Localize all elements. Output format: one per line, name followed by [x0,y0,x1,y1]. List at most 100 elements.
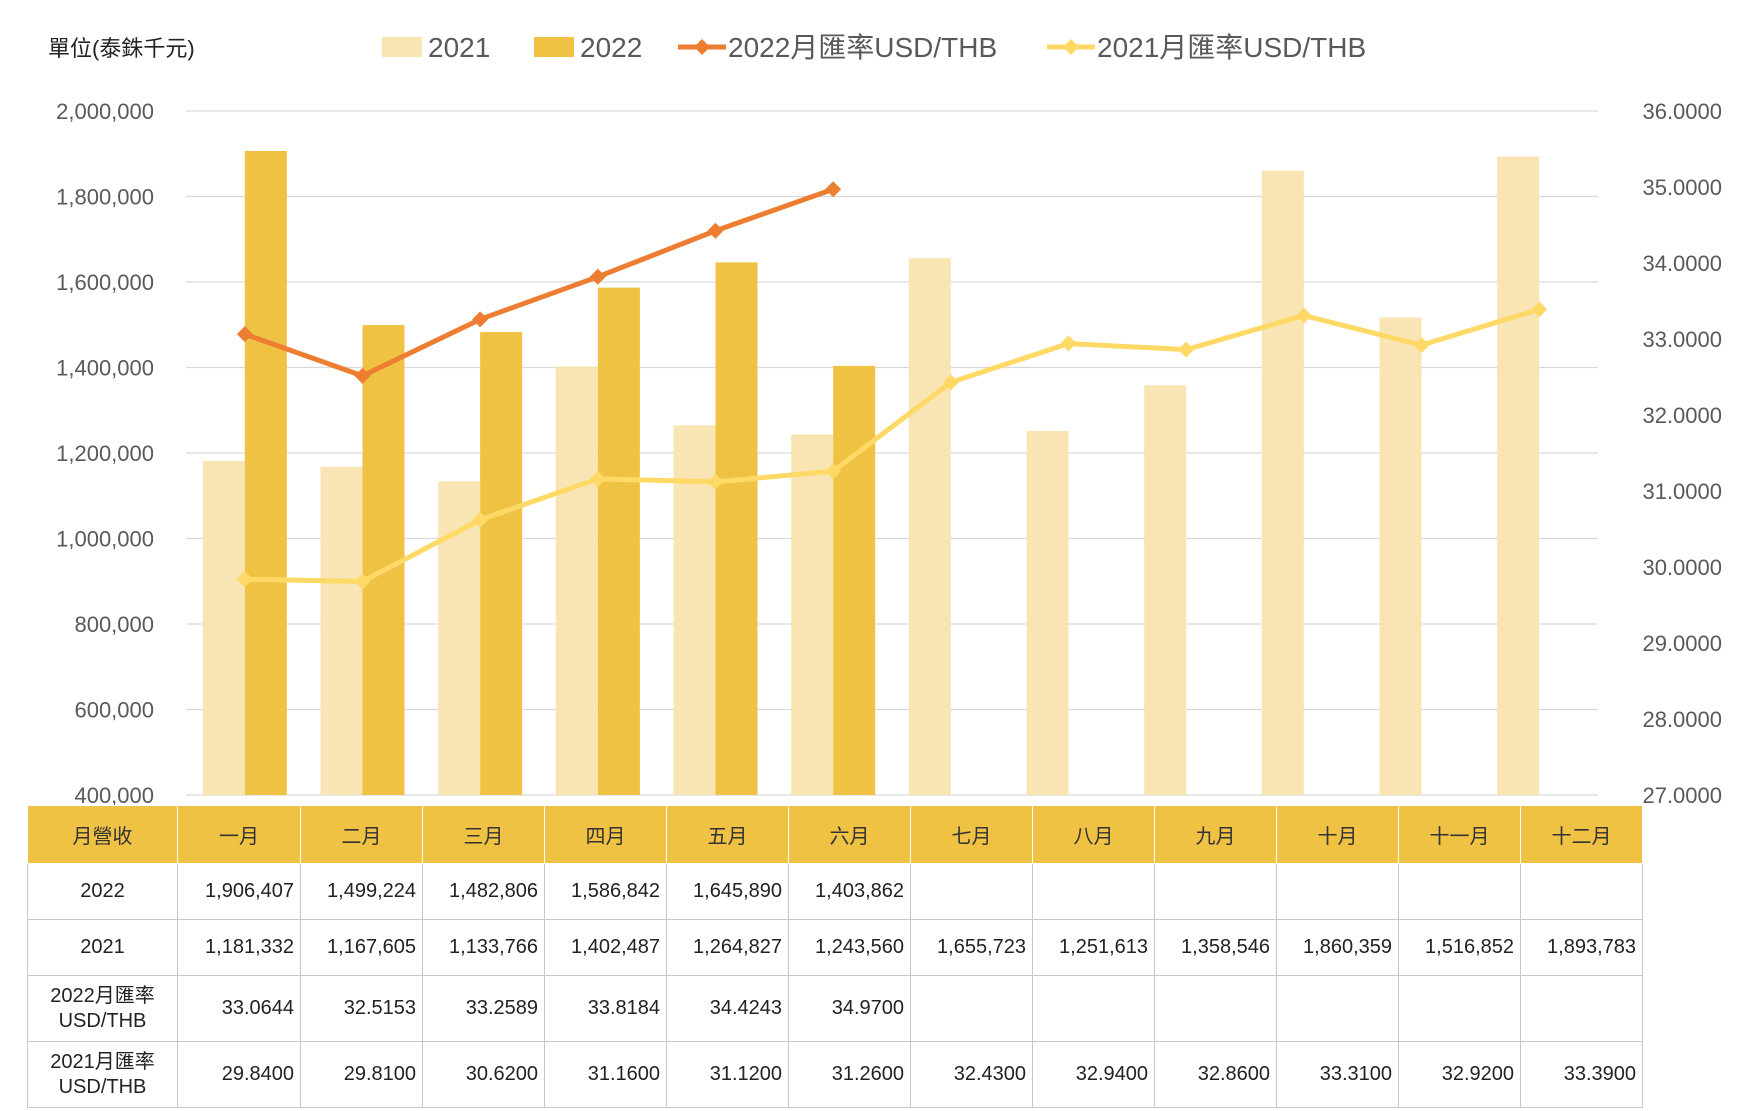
point-2022月匯率USD/THB-五月 [707,222,724,239]
point-2021月匯率USD/THB-七月 [942,374,959,391]
table-cell: 34.9700 [788,975,911,1042]
legend-label-2021: 2021 [428,32,490,63]
table-cell: 1,586,842 [544,863,667,920]
data-table: 月營收 一月 二月 三月 四月 五月 六月 七月 八月 九月 十月 十一月 十二月 2022 1,906… [27,805,1643,1108]
table-cell [1032,863,1155,920]
rate-lines [236,181,1548,590]
table-row: 2021 1,181,332 1,167,605 1,133,766 1,402,487… [27,919,1643,976]
table-cell: 1,167,605 [300,919,423,976]
table-cell: 1,251,613 [1032,919,1155,976]
legend-marker-2022月匯率USD/THB [694,39,710,55]
table-month-header: 七月 [910,805,1033,864]
y-right-tick-label: 29.0000 [1642,631,1722,656]
table-cell: 1,645,890 [666,863,789,920]
table-cell: 1,358,546 [1154,919,1277,976]
table-month-header: 六月 [788,805,911,864]
table-cell: 1,860,359 [1276,919,1399,976]
table-row-label: 2021月匯率 USD/THB [27,1041,178,1108]
legend-marker-2021月匯率USD/THB [1063,39,1079,55]
bar-2022-六月 [833,365,876,795]
legend-label-2022月匯率USD/THB: 2022月匯率USD/THB [728,32,997,63]
table-row-label-line: USD/THB [58,1075,147,1098]
table-cell [1276,863,1399,920]
line-2022月匯率USD/THB [243,186,834,379]
table-cell [1398,863,1521,920]
bar-2021-八月 [1026,430,1069,795]
point-2021月匯率USD/THB-二月 [354,573,371,590]
table-cell: 32.5153 [300,975,423,1042]
table-cell: 1,482,806 [422,863,545,920]
unit-label: 單位(泰銖千元) [48,36,195,61]
table-cell: 31.1600 [544,1041,667,1108]
table-cell: 30.6200 [422,1041,545,1108]
bars [202,151,1540,796]
y-right-tick-label: 28.0000 [1642,707,1722,732]
bar-2021-五月 [673,425,716,795]
y-right-tick-label: 35.0000 [1642,175,1722,200]
table-cell: 1,499,224 [300,863,423,920]
point-2021月匯率USD/THB-九月 [1178,341,1195,358]
point-2021月匯率USD/THB-一月 [236,571,253,588]
bar-2021-一月 [202,460,245,795]
point-2021月匯率USD/THB-十一月 [1413,337,1430,354]
axes: 400,000 600,000 800,000 1,000,000 1,200,000 1… [56,99,1722,805]
table-cell: 1,893,783 [1520,919,1643,976]
table-cell: 29.8400 [177,1041,301,1108]
table-row: 2022 1,906,407 1,499,224 1,482,806 1,586,842… [27,863,1643,920]
table-row-label-line: 2022 [80,880,125,902]
table-cell: 1,403,862 [788,863,911,920]
point-2021月匯率USD/THB-四月 [589,470,606,487]
bar-2022-三月 [480,332,523,795]
point-2021月匯率USD/THB-五月 [707,473,724,490]
table-cell [910,975,1033,1042]
y-left-tick-label: 1,800,000 [56,185,154,210]
y-right-tick-label: 33.0000 [1642,327,1722,352]
table-cell: 33.3900 [1520,1041,1643,1108]
bar-2021-十二月 [1497,156,1540,795]
table-row: 2022月匯率 USD/THB 33.0644 32.5153 33.2589 33.81… [27,975,1643,1042]
table-row-label-line: USD/THB [58,1009,147,1032]
table-cell: 1,655,723 [910,919,1033,976]
table-cell: 33.3100 [1276,1041,1399,1108]
y-left-tick-label: 2,000,000 [56,99,154,124]
y-right-tick-label: 36.0000 [1642,99,1722,124]
table-month-header: 一月 [177,805,301,864]
point-2022月匯率USD/THB-四月 [589,268,606,285]
line-2021月匯率USD/THB [244,306,1540,584]
table-cell: 32.9400 [1032,1041,1155,1108]
point-2022月匯率USD/THB-二月 [354,367,371,384]
table-cell: 31.2600 [788,1041,911,1108]
y-right-tick-label: 34.0000 [1642,251,1722,276]
y-left-tick-label: 400,000 [74,783,154,805]
table-cell: 32.9200 [1398,1041,1521,1108]
revenue-exchange-rate-chart: 400,000 600,000 800,000 1,000,000 1,200,000 1… [48,32,1722,805]
bar-2021-二月 [320,466,363,795]
point-2021月匯率USD/THB-十月 [1295,307,1312,324]
table-cell: 1,133,766 [422,919,545,976]
bar-2021-七月 [908,258,951,795]
point-2022月匯率USD/THB-一月 [236,326,253,343]
table-cell [1520,863,1643,920]
table-cell: 33.2589 [422,975,545,1042]
point-2021月匯率USD/THB-八月 [1060,335,1077,352]
table-month-header: 三月 [422,805,545,864]
table-cell: 1,906,407 [177,863,301,920]
table-cell: 33.8184 [544,975,667,1042]
table-month-header: 九月 [1154,805,1277,864]
table-cell: 32.4300 [910,1041,1033,1108]
table-cell: 29.8100 [300,1041,423,1108]
bar-2022-一月 [244,151,287,796]
table-header-row: 月營收 一月 二月 三月 四月 五月 六月 七月 八月 九月 十月 十一月 十二月 [27,805,1643,864]
y-left-tick-label: 600,000 [74,698,154,723]
table-row-label-line: 2021月匯率 [50,1050,155,1073]
table-cell: 32.8600 [1154,1041,1277,1108]
legend-label-2021月匯率USD/THB: 2021月匯率USD/THB [1097,32,1366,63]
table-cell: 33.0644 [177,975,301,1042]
table-cell: 1,402,487 [544,919,667,976]
table-row: 2021月匯率 USD/THB 29.8400 29.8100 30.6200 31.16… [27,1041,1643,1108]
table-cell: 31.1200 [666,1041,789,1108]
table-month-header: 八月 [1032,805,1155,864]
bar-2022-二月 [362,325,405,795]
y-left-tick-label: 1,400,000 [56,356,154,381]
table-month-header: 十一月 [1398,805,1521,864]
